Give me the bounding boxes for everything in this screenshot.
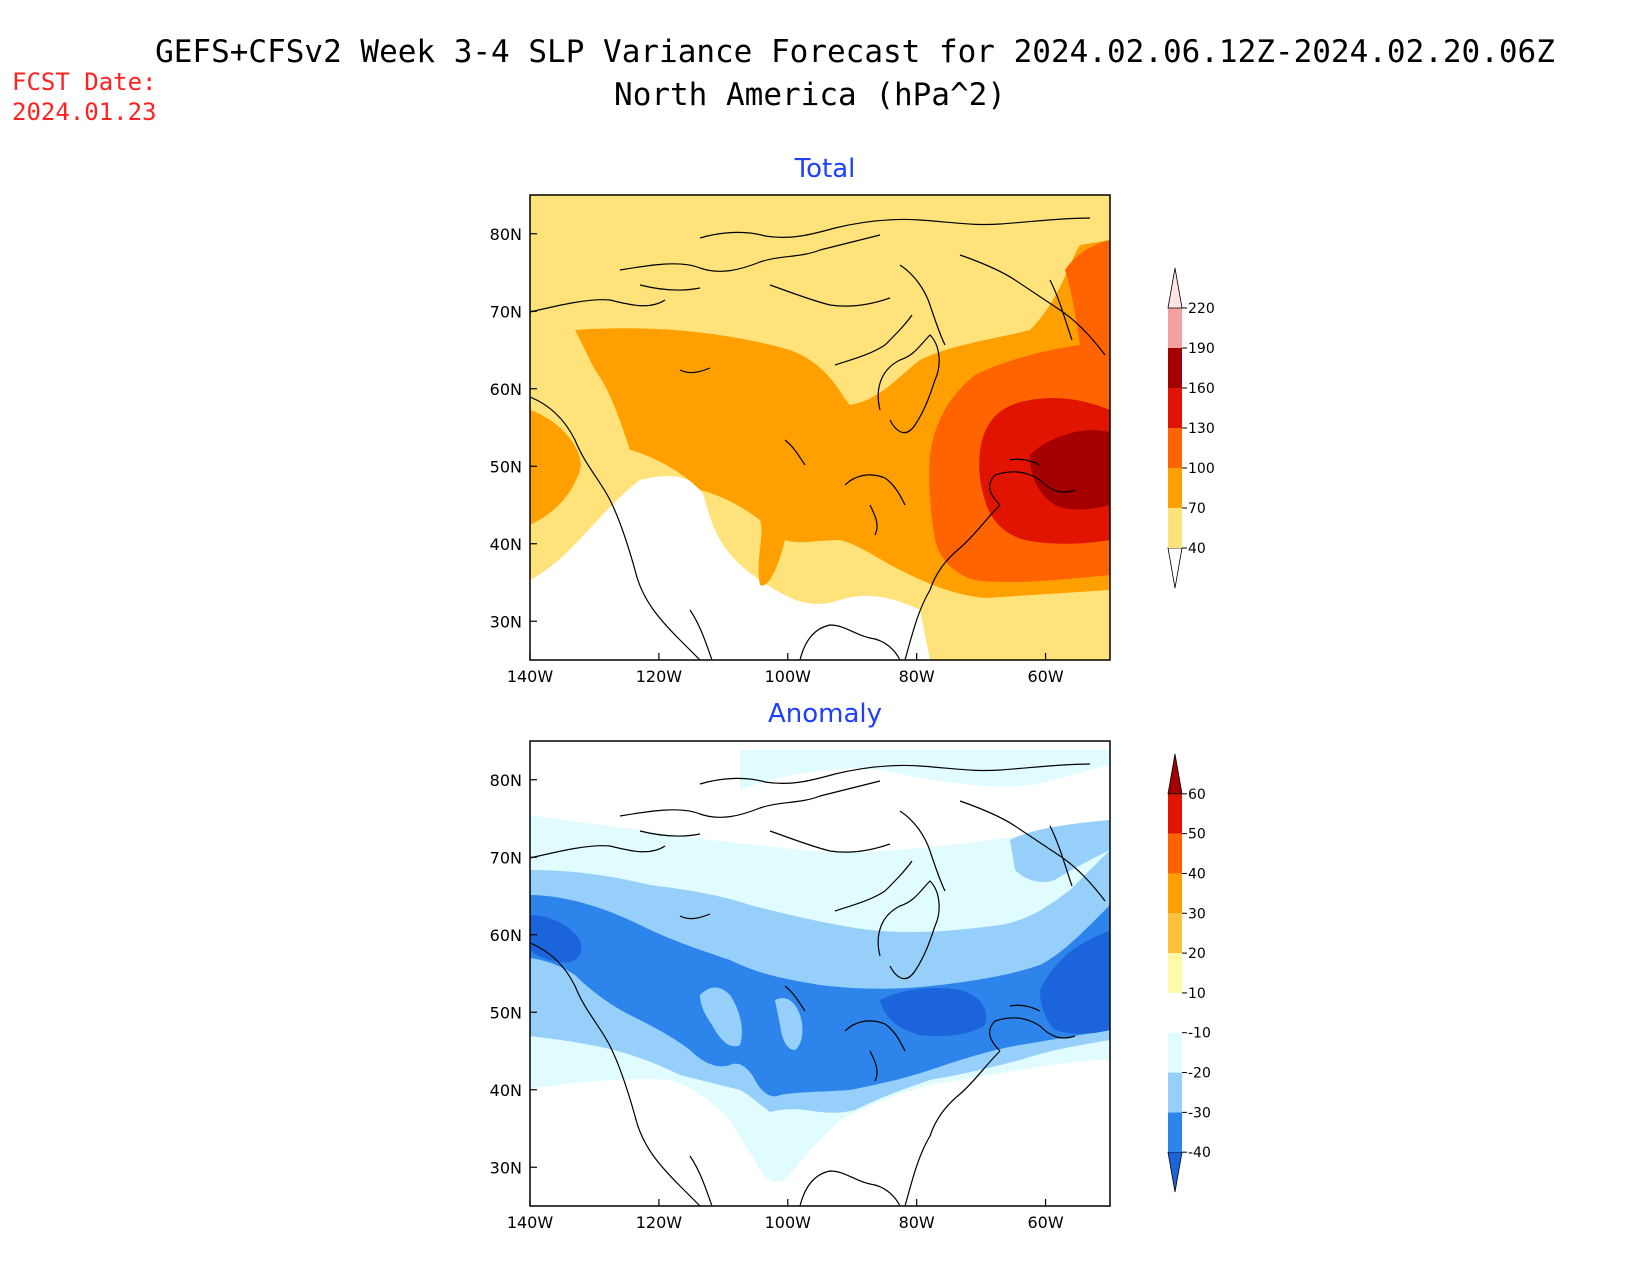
anomaly-lat-tick-label: 40N bbox=[490, 1081, 522, 1100]
total-coastlines bbox=[530, 217, 1106, 660]
total-lon-axis: 140W 120W 100W 80W 60W bbox=[507, 653, 1064, 686]
total-lat-tick-label: 50N bbox=[490, 457, 522, 476]
anomaly-colorbar-label: 20 bbox=[1188, 946, 1206, 962]
anomaly-lat-tick-label: 70N bbox=[490, 848, 522, 867]
total-lat-axis: 80N 70N 60N 50N 40N 30N bbox=[490, 225, 537, 631]
total-lat-tick-label: 30N bbox=[490, 612, 522, 631]
fcst-date-label: FCST Date: bbox=[12, 68, 157, 96]
figure-subtitle: North America (hPa^2) bbox=[614, 77, 1006, 113]
total-colorbar: 40 70 100 130 160 190 220 bbox=[1167, 267, 1215, 589]
total-lat-tick-label: 70N bbox=[490, 302, 522, 321]
anomaly-colorbar-label: 60 bbox=[1188, 787, 1206, 803]
anomaly-lon-tick-label: 100W bbox=[765, 1213, 812, 1232]
anomaly-colorbar-swatch bbox=[1168, 1072, 1182, 1113]
total-colorbar-label: 220 bbox=[1188, 301, 1215, 317]
anomaly-colorbar-swatch bbox=[1168, 913, 1182, 954]
anomaly-colorbar-label: -40 bbox=[1188, 1145, 1211, 1161]
anomaly-lon-tick-label: 120W bbox=[636, 1213, 683, 1232]
anomaly-colorbar-label: 50 bbox=[1188, 827, 1206, 843]
total-lon-tick-label: 120W bbox=[636, 667, 683, 686]
anomaly-colorbar-swatch bbox=[1168, 1032, 1182, 1073]
total-colorbar-swatch bbox=[1168, 308, 1182, 348]
total-colorbar-label: 70 bbox=[1188, 501, 1206, 517]
anomaly-colorbar-label: -30 bbox=[1188, 1105, 1211, 1121]
anomaly-colorbar-label: 40 bbox=[1188, 866, 1206, 882]
total-lat-tick-label: 40N bbox=[490, 535, 522, 554]
anomaly-variance-field bbox=[530, 741, 1110, 1206]
anomaly-colorbar: -40 -30 -20 -10 10 20 30 40 50 60 bbox=[1167, 753, 1211, 1193]
anomaly-lat-tick-label: 60N bbox=[490, 926, 522, 945]
total-colorbar-swatch bbox=[1167, 267, 1183, 309]
total-colorbar-swatch bbox=[1168, 428, 1182, 468]
anomaly-lon-tick-label: 140W bbox=[507, 1213, 554, 1232]
anomaly-colorbar-swatch bbox=[1168, 992, 1182, 1033]
total-colorbar-swatch bbox=[1168, 348, 1182, 388]
total-lon-tick-label: 80W bbox=[899, 667, 935, 686]
anomaly-colorbar-label: 30 bbox=[1188, 906, 1206, 922]
anomaly-colorbar-swatch bbox=[1168, 833, 1182, 874]
anomaly-map-frame bbox=[529, 740, 1111, 1207]
anomaly-colorbar-swatch bbox=[1168, 1112, 1182, 1153]
total-lon-tick-label: 60W bbox=[1027, 667, 1063, 686]
total-lat-tick-label: 80N bbox=[490, 225, 522, 244]
total-colorbar-label: 40 bbox=[1188, 541, 1206, 557]
total-lat-tick-label: 60N bbox=[490, 380, 522, 399]
anomaly-colorbar-swatch bbox=[1167, 753, 1183, 795]
anomaly-colorbar-swatch bbox=[1168, 953, 1182, 993]
anomaly-colorbar-swatch bbox=[1168, 873, 1182, 914]
anomaly-colorbar-swatch bbox=[1168, 793, 1182, 834]
anomaly-lat-tick-label: 50N bbox=[490, 1003, 522, 1022]
anomaly-colorbar-label: -10 bbox=[1188, 1026, 1211, 1042]
total-panel: Total bbox=[490, 154, 1215, 686]
anomaly-lat-tick-label: 30N bbox=[490, 1158, 522, 1177]
anomaly-panel-title: Anomaly bbox=[768, 699, 882, 729]
total-colorbar-swatch bbox=[1167, 547, 1183, 589]
total-lon-tick-label: 100W bbox=[765, 667, 812, 686]
anomaly-lat-tick-label: 80N bbox=[490, 771, 522, 790]
anomaly-colorbar-swatch bbox=[1167, 1151, 1183, 1193]
total-colorbar-swatch bbox=[1168, 388, 1182, 428]
total-colorbar-label: 160 bbox=[1188, 381, 1215, 397]
anomaly-lon-tick-label: 60W bbox=[1027, 1213, 1063, 1232]
total-colorbar-label: 190 bbox=[1188, 341, 1215, 357]
fcst-date-value: 2024.01.23 bbox=[12, 98, 157, 126]
total-lon-tick-label: 140W bbox=[507, 667, 554, 686]
total-map-frame bbox=[529, 194, 1111, 661]
anomaly-colorbar-label: -20 bbox=[1188, 1066, 1211, 1082]
anomaly-panel: Anomaly bbox=[490, 699, 1211, 1232]
total-colorbar-label: 100 bbox=[1188, 461, 1215, 477]
total-colorbar-label: 130 bbox=[1188, 421, 1215, 437]
total-colorbar-swatch bbox=[1168, 468, 1182, 508]
total-colorbar-swatch bbox=[1168, 508, 1182, 548]
anomaly-lon-axis: 140W 120W 100W 80W 60W bbox=[507, 1199, 1064, 1232]
anomaly-lat-axis: 80N 70N 60N 50N 40N 30N bbox=[490, 771, 537, 1177]
anomaly-coastlines bbox=[530, 763, 1106, 1206]
figure-title: GEFS+CFSv2 Week 3-4 SLP Variance Forecas… bbox=[155, 34, 1555, 70]
anomaly-colorbar-label: 10 bbox=[1188, 986, 1206, 1002]
total-panel-title: Total bbox=[794, 154, 856, 184]
anomaly-lon-tick-label: 80W bbox=[899, 1213, 935, 1232]
total-variance-field bbox=[530, 195, 1110, 660]
